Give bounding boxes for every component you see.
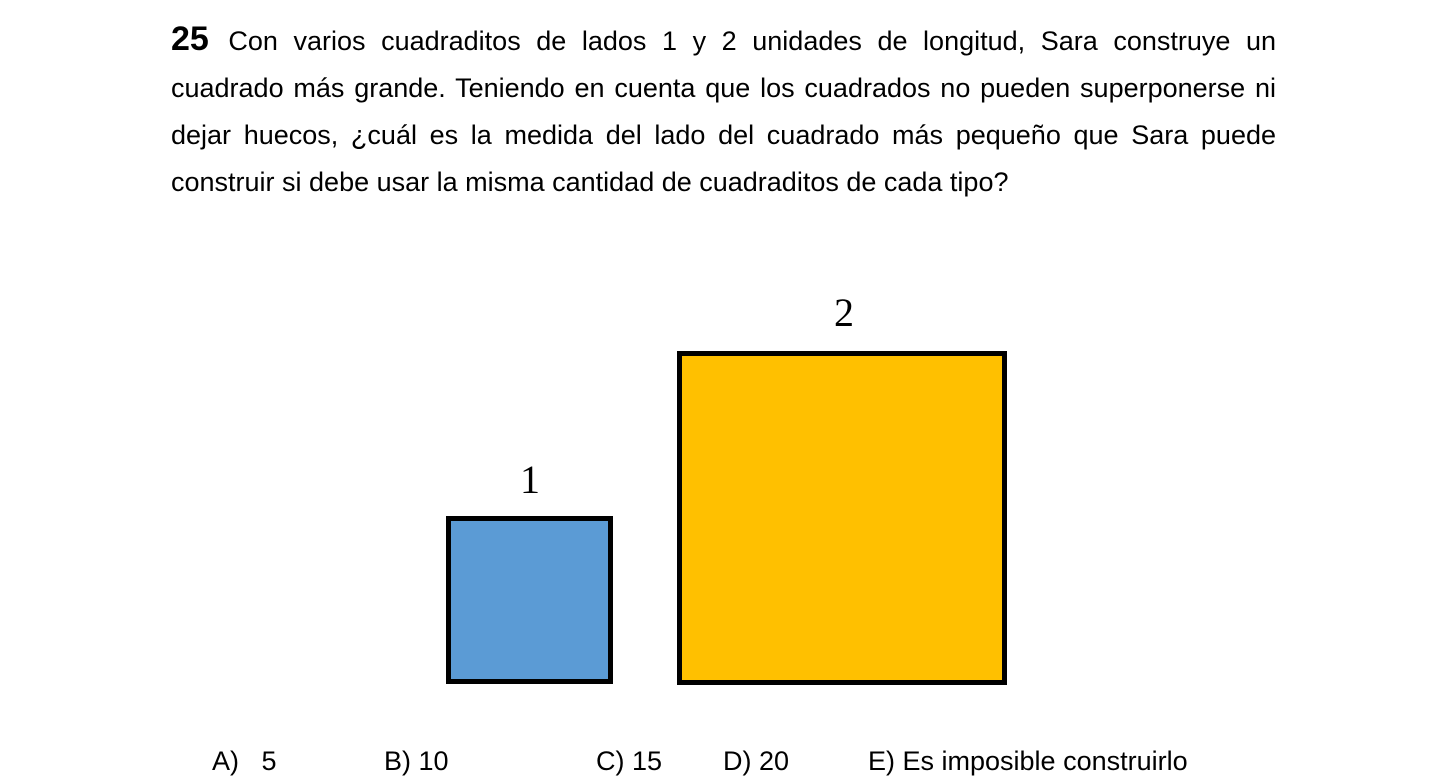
option-d-letter: D) xyxy=(723,746,752,776)
big-square-label: 2 xyxy=(834,290,854,335)
small-square-label: 1 xyxy=(520,457,540,502)
small-square xyxy=(446,516,613,684)
question-number: 25 xyxy=(171,20,209,58)
question-block: 25 Con varios cuadraditos de lados 1 y 2… xyxy=(171,16,1276,206)
option-c[interactable]: C) 15 xyxy=(596,744,662,778)
option-b-letter: B) xyxy=(384,746,411,776)
option-e[interactable]: E) Es imposible construirlo xyxy=(868,744,1188,778)
question-text: Con varios cuadraditos de lados 1 y 2 un… xyxy=(171,26,1276,197)
option-b-text: 10 xyxy=(411,746,449,776)
option-e-letter: E) xyxy=(868,746,895,776)
option-d[interactable]: D) 20 xyxy=(723,744,789,778)
option-c-letter: C) xyxy=(596,746,625,776)
option-a-letter: A) xyxy=(212,746,239,776)
option-e-text: Es imposible construirlo xyxy=(895,746,1188,776)
option-b[interactable]: B) 10 xyxy=(384,744,449,778)
option-d-text: 20 xyxy=(751,746,790,776)
option-c-text: 15 xyxy=(624,746,663,776)
option-a-text: 5 xyxy=(239,746,277,776)
big-square xyxy=(677,351,1007,685)
option-a[interactable]: A) 5 xyxy=(212,744,277,778)
